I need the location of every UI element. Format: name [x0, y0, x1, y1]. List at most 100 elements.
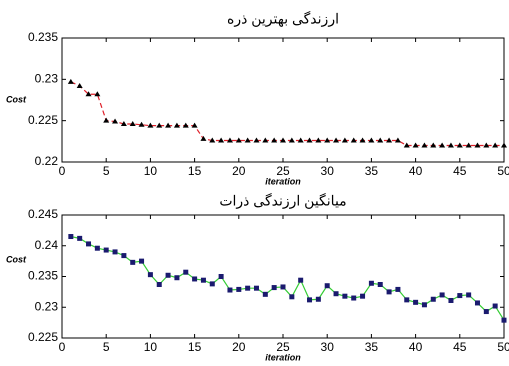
- x-tick-label: 30: [321, 164, 335, 178]
- marker: [403, 142, 410, 148]
- marker: [182, 122, 189, 128]
- marker: [315, 296, 321, 302]
- marker: [324, 283, 330, 289]
- x-axis-label: iteration: [265, 176, 301, 186]
- marker: [120, 120, 127, 126]
- marker: [129, 120, 136, 126]
- marker: [465, 142, 472, 148]
- marker: [439, 292, 445, 298]
- marker: [474, 300, 480, 306]
- y-tick-label: 0.225: [28, 113, 58, 127]
- marker: [227, 287, 233, 293]
- marker: [165, 272, 171, 278]
- marker: [77, 235, 83, 241]
- marker: [200, 277, 206, 283]
- x-tick-label: 25: [276, 164, 290, 178]
- marker: [333, 137, 340, 143]
- marker: [253, 137, 260, 143]
- marker: [492, 303, 498, 309]
- x-tick-label: 15: [188, 340, 202, 354]
- marker: [76, 82, 83, 88]
- x-tick-label: 30: [321, 340, 335, 354]
- marker: [271, 285, 277, 291]
- x-tick-label: 10: [144, 340, 158, 354]
- marker: [280, 137, 286, 143]
- marker: [103, 247, 109, 253]
- marker: [342, 293, 348, 299]
- x-tick-label: 20: [232, 340, 246, 354]
- marker: [351, 295, 357, 301]
- marker: [413, 299, 419, 305]
- marker: [483, 309, 489, 315]
- marker: [192, 276, 198, 282]
- series-line: [70, 81, 504, 147]
- marker: [245, 285, 251, 291]
- marker: [121, 253, 127, 259]
- marker: [430, 142, 437, 148]
- x-tick-label: 45: [453, 164, 467, 178]
- marker: [200, 135, 207, 141]
- marker: [386, 289, 392, 295]
- marker: [139, 258, 145, 264]
- x-tick-label: 50: [497, 164, 509, 178]
- marker: [483, 142, 490, 148]
- plot-frame: [61, 37, 505, 163]
- marker: [297, 137, 304, 143]
- marker: [386, 137, 393, 143]
- marker: [360, 293, 366, 299]
- marker: [209, 137, 216, 143]
- marker: [289, 294, 295, 300]
- y-tick-label: 0.235: [28, 269, 58, 283]
- marker: [112, 118, 119, 124]
- marker: [404, 297, 410, 303]
- marker: [226, 137, 233, 143]
- marker: [447, 142, 454, 148]
- y-tick-label: 0.245: [28, 207, 58, 221]
- marker: [94, 245, 100, 251]
- y-tick-label: 0.235: [28, 30, 58, 44]
- marker: [324, 137, 331, 143]
- marker: [173, 122, 180, 128]
- x-tick-label: 35: [365, 164, 379, 178]
- marker: [147, 122, 154, 128]
- marker: [147, 272, 153, 278]
- marker: [235, 137, 242, 143]
- marker: [341, 137, 348, 143]
- marker: [138, 121, 145, 127]
- marker: [103, 117, 110, 123]
- marker: [218, 137, 225, 143]
- marker: [359, 137, 366, 143]
- marker: [394, 137, 401, 143]
- x-tick-label: 5: [103, 340, 110, 354]
- x-tick-label: 20: [232, 164, 246, 178]
- marker: [253, 285, 259, 291]
- marker: [156, 281, 162, 287]
- x-tick-label: 0: [59, 164, 66, 178]
- marker: [501, 317, 507, 323]
- series-line: [70, 235, 505, 321]
- marker: [218, 274, 224, 279]
- marker: [421, 142, 428, 148]
- y-tick-label: 0.23: [35, 72, 59, 86]
- marker: [298, 277, 304, 283]
- marker: [368, 137, 375, 143]
- x-tick-label: 35: [365, 340, 379, 354]
- marker: [377, 281, 383, 287]
- y-tick-label: 0.23: [35, 299, 59, 313]
- marker: [94, 91, 101, 97]
- marker: [492, 142, 499, 148]
- x-tick-label: 5: [103, 164, 110, 178]
- marker: [85, 91, 92, 97]
- x-tick-label: 40: [409, 164, 423, 178]
- marker: [67, 78, 74, 84]
- marker: [306, 137, 313, 143]
- plot-frame: [61, 214, 505, 339]
- x-tick-label: 15: [188, 164, 202, 178]
- marker: [412, 142, 419, 148]
- marker: [456, 142, 463, 148]
- marker: [174, 275, 180, 281]
- marker: [395, 286, 401, 292]
- marker: [421, 302, 427, 308]
- marker: [368, 280, 374, 286]
